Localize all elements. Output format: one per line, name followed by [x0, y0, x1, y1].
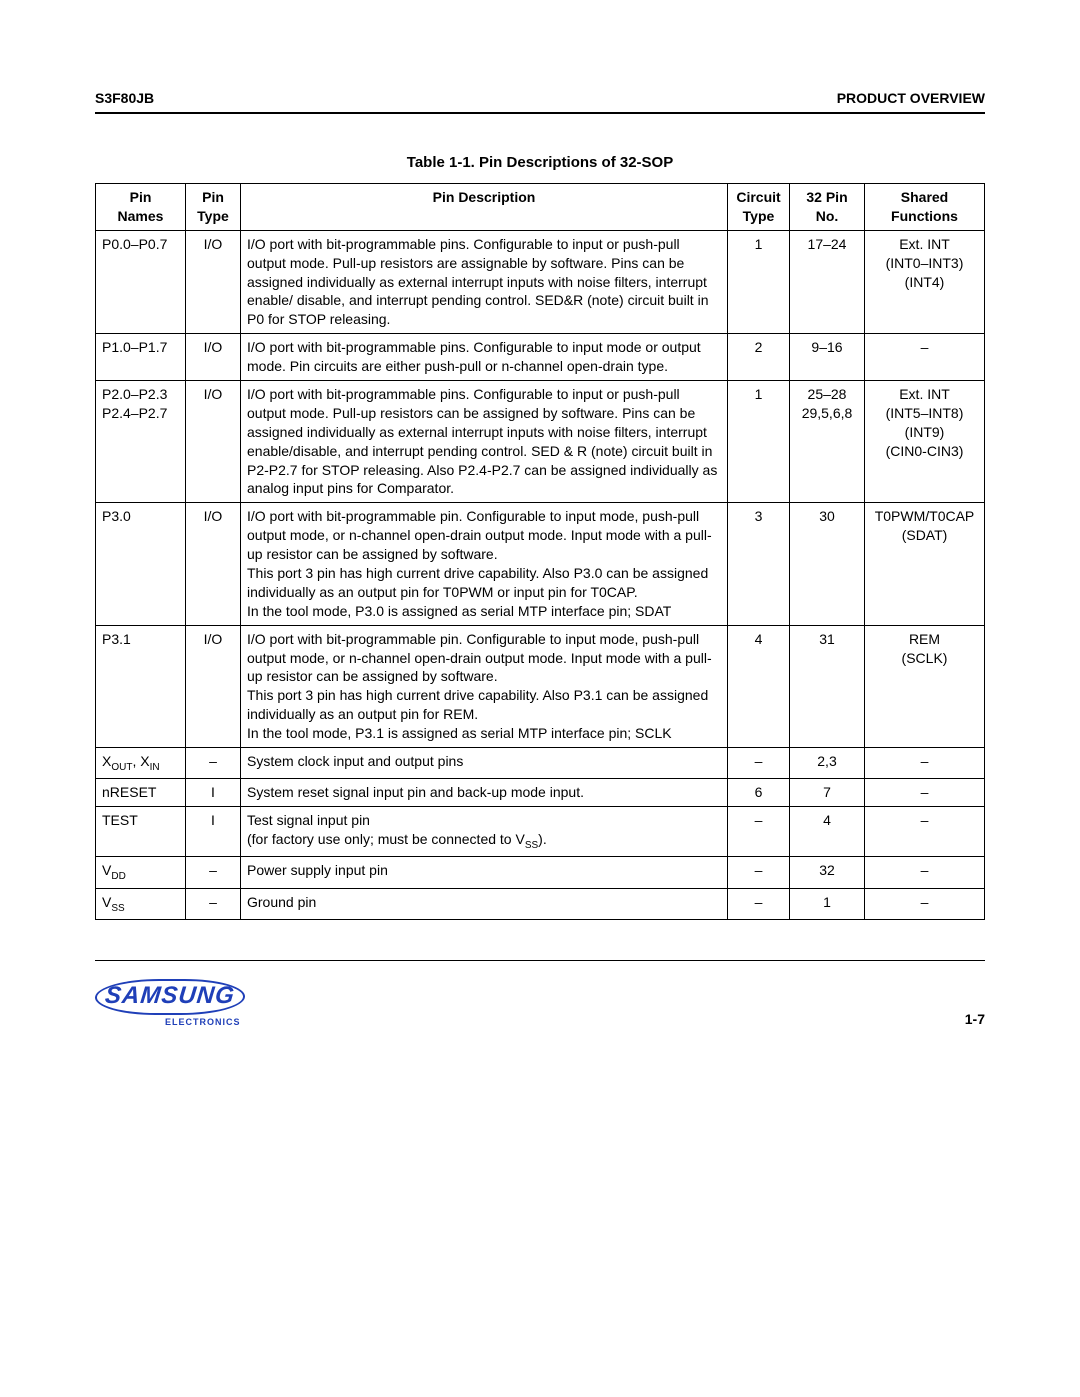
cell-pin-names: VDD [96, 857, 186, 888]
cell-description: Power supply input pin [241, 857, 728, 888]
cell-pin-names: TEST [96, 807, 186, 857]
cell-pin-type: I/O [186, 381, 241, 503]
cell-pin-type: I/O [186, 230, 241, 333]
cell-pin-names: P3.0 [96, 503, 186, 625]
cell-circuit-type: – [728, 857, 790, 888]
samsung-subtitle: ELECTRONICS [165, 1017, 241, 1027]
col-header-pin-names: PinNames [96, 184, 186, 231]
footer-divider [95, 960, 985, 961]
cell-pin-type: I [186, 779, 241, 807]
table-row: TESTITest signal input pin(for factory u… [96, 807, 985, 857]
cell-32pin-no: 1 [790, 888, 865, 919]
table-title: Table 1-1. Pin Descriptions of 32-SOP [95, 154, 985, 171]
cell-pin-names: P2.0–P2.3P2.4–P2.7 [96, 381, 186, 503]
table-row: P3.0I/OI/O port with bit-programmable pi… [96, 503, 985, 625]
cell-pin-type: I/O [186, 334, 241, 381]
logo-block: SAMSUNG ELECTRONICS [95, 979, 245, 1027]
cell-circuit-type: – [728, 807, 790, 857]
page-footer: SAMSUNG ELECTRONICS 1-7 [95, 979, 985, 1027]
col-header-32pin-no: 32 PinNo. [790, 184, 865, 231]
page-number: 1-7 [965, 1011, 985, 1027]
cell-32pin-no: 17–24 [790, 230, 865, 333]
cell-pin-names: P1.0–P1.7 [96, 334, 186, 381]
cell-pin-type: – [186, 857, 241, 888]
cell-shared-functions: – [865, 857, 985, 888]
table-row: XOUT, XIN–System clock input and output … [96, 748, 985, 779]
cell-shared-functions: Ext. INT(INT0–INT3)(INT4) [865, 230, 985, 333]
cell-description: I/O port with bit-programmable pin. Conf… [241, 503, 728, 625]
cell-description: I/O port with bit-programmable pins. Con… [241, 381, 728, 503]
cell-circuit-type: 3 [728, 503, 790, 625]
cell-32pin-no: 31 [790, 625, 865, 747]
cell-description: Test signal input pin(for factory use on… [241, 807, 728, 857]
table-row: P2.0–P2.3P2.4–P2.7I/OI/O port with bit-p… [96, 381, 985, 503]
cell-circuit-type: 2 [728, 334, 790, 381]
cell-circuit-type: – [728, 888, 790, 919]
cell-shared-functions: – [865, 888, 985, 919]
cell-description: I/O port with bit-programmable pin. Conf… [241, 625, 728, 747]
cell-shared-functions: Ext. INT(INT5–INT8)(INT9)(CIN0-CIN3) [865, 381, 985, 503]
cell-32pin-no: 2,3 [790, 748, 865, 779]
table-row: VSS–Ground pin–1– [96, 888, 985, 919]
table-row: nRESETISystem reset signal input pin and… [96, 779, 985, 807]
cell-shared-functions: – [865, 779, 985, 807]
cell-description: System clock input and output pins [241, 748, 728, 779]
cell-pin-names: VSS [96, 888, 186, 919]
cell-32pin-no: 30 [790, 503, 865, 625]
cell-circuit-type: 4 [728, 625, 790, 747]
pin-descriptions-table: PinNames PinType Pin Description Circuit… [95, 183, 985, 920]
cell-shared-functions: – [865, 748, 985, 779]
table-body: P0.0–P0.7I/OI/O port with bit-programmab… [96, 230, 985, 919]
cell-pin-type: I [186, 807, 241, 857]
cell-32pin-no: 4 [790, 807, 865, 857]
cell-pin-names: XOUT, XIN [96, 748, 186, 779]
cell-circuit-type: 1 [728, 381, 790, 503]
cell-pin-type: – [186, 888, 241, 919]
cell-circuit-type: – [728, 748, 790, 779]
col-header-description: Pin Description [241, 184, 728, 231]
cell-pin-names: nRESET [96, 779, 186, 807]
cell-pin-type: I/O [186, 625, 241, 747]
col-header-circuit-type: CircuitType [728, 184, 790, 231]
table-row: VDD–Power supply input pin–32– [96, 857, 985, 888]
table-row: P3.1I/OI/O port with bit-programmable pi… [96, 625, 985, 747]
cell-description: System reset signal input pin and back-u… [241, 779, 728, 807]
page-header: S3F80JB PRODUCT OVERVIEW [95, 90, 985, 114]
cell-32pin-no: 32 [790, 857, 865, 888]
cell-pin-names: P0.0–P0.7 [96, 230, 186, 333]
cell-circuit-type: 6 [728, 779, 790, 807]
cell-shared-functions: – [865, 807, 985, 857]
table-row: P0.0–P0.7I/OI/O port with bit-programmab… [96, 230, 985, 333]
samsung-logo: SAMSUNG [95, 979, 245, 1015]
cell-pin-names: P3.1 [96, 625, 186, 747]
cell-pin-type: – [186, 748, 241, 779]
cell-32pin-no: 25–2829,5,6,8 [790, 381, 865, 503]
col-header-pin-type: PinType [186, 184, 241, 231]
cell-32pin-no: 9–16 [790, 334, 865, 381]
header-right: PRODUCT OVERVIEW [837, 90, 985, 106]
cell-32pin-no: 7 [790, 779, 865, 807]
cell-circuit-type: 1 [728, 230, 790, 333]
table-header: PinNames PinType Pin Description Circuit… [96, 184, 985, 231]
cell-shared-functions: REM(SCLK) [865, 625, 985, 747]
cell-description: I/O port with bit-programmable pins. Con… [241, 230, 728, 333]
cell-shared-functions: T0PWM/T0CAP(SDAT) [865, 503, 985, 625]
cell-pin-type: I/O [186, 503, 241, 625]
cell-shared-functions: – [865, 334, 985, 381]
table-row: P1.0–P1.7I/OI/O port with bit-programmab… [96, 334, 985, 381]
cell-description: Ground pin [241, 888, 728, 919]
header-left: S3F80JB [95, 90, 154, 106]
col-header-shared-fn: SharedFunctions [865, 184, 985, 231]
samsung-logo-text: SAMSUNG [93, 979, 246, 1015]
cell-description: I/O port with bit-programmable pins. Con… [241, 334, 728, 381]
document-page: S3F80JB PRODUCT OVERVIEW Table 1-1. Pin … [0, 0, 1080, 1397]
